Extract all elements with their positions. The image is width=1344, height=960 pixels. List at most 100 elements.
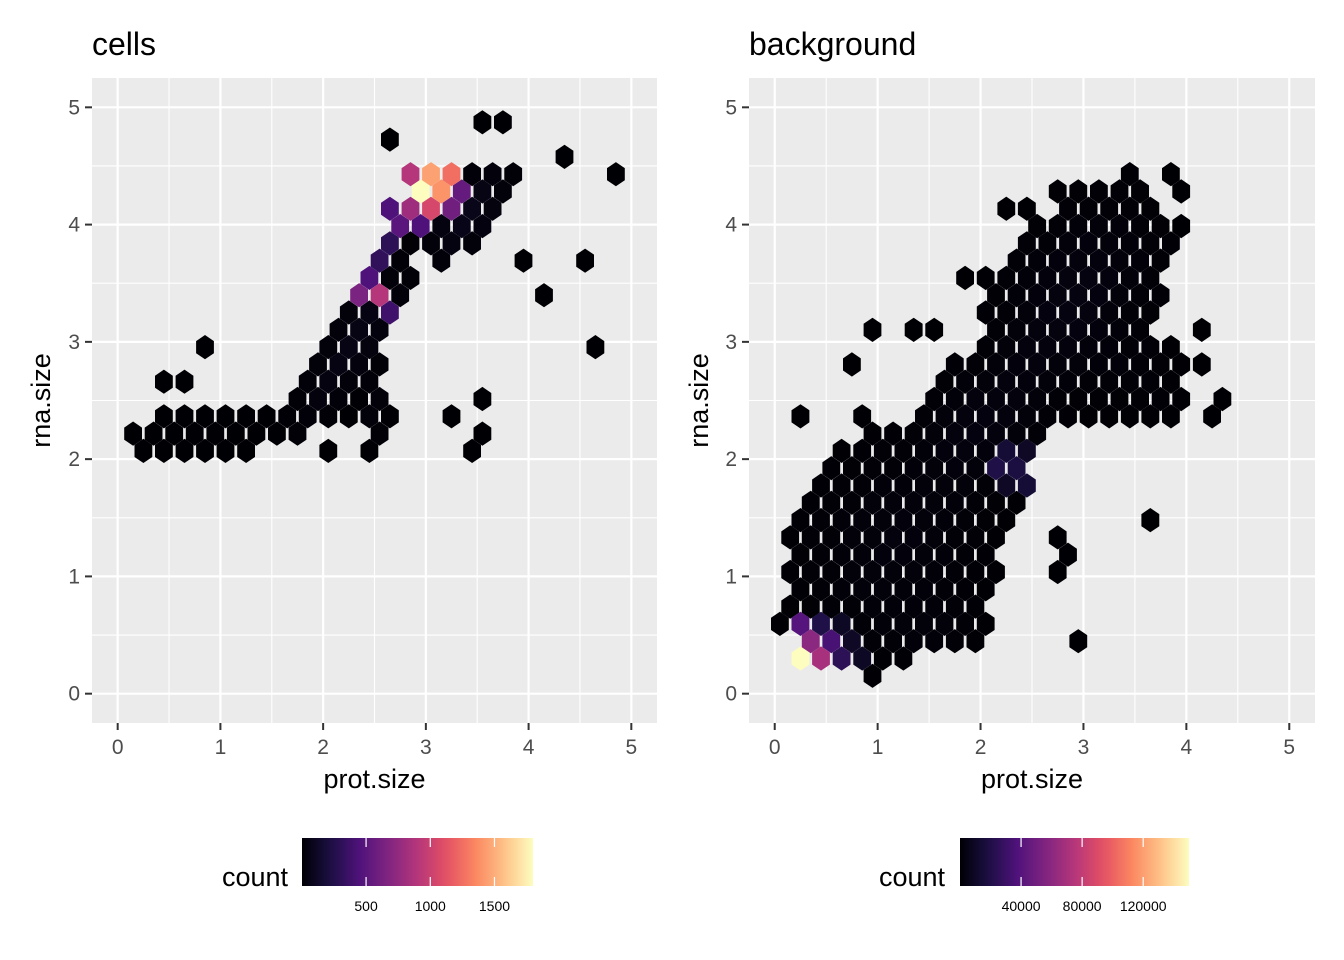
hex-bin [987,386,1005,412]
hex-bin [945,456,964,481]
hex-bin [1007,352,1026,377]
hex-bin [915,438,933,463]
hex-bin [381,265,399,290]
hex-bin [1007,317,1026,342]
hex-bin [832,577,851,602]
hex-bin [329,317,348,342]
legend-title: count [222,862,289,892]
hex-bin [863,594,882,619]
x-tick-label: 2 [317,736,329,759]
hex-bin [843,559,861,585]
hex-bin [1090,386,1108,412]
hex-bin [391,214,410,239]
y-tick-label: 1 [68,565,80,588]
hex-bin [1038,300,1057,325]
hex-bin [442,162,461,187]
legend-tick-label: 500 [354,898,378,914]
hex-bin [1038,231,1057,256]
hexbin-layer [124,110,625,463]
hex-bin [1100,300,1119,325]
hex-bin [1069,179,1088,204]
hex-bin [832,542,851,567]
hex-bin [915,404,933,429]
y-tick-label: 0 [68,683,80,706]
hex-bin [175,438,194,463]
hex-bin [801,594,820,619]
hex-bin [1017,438,1036,463]
hex-bin [1038,404,1057,429]
hex-bin [1100,404,1119,429]
hex-bin [863,490,882,515]
hex-bin [791,611,810,636]
axis-ticks: 0 1 2 3 4 5 0 1 2 3 4 5 [725,96,1295,759]
hex-bin [370,421,389,446]
hex-bin [987,456,1005,481]
hex-bin [1100,265,1119,291]
hex-bin [945,490,964,515]
hex-bin [987,352,1005,377]
hex-bin [391,283,410,308]
hex-bin [298,369,317,394]
hex-bin [1141,404,1160,429]
hex-bin [1100,335,1119,360]
hex-bin [411,179,430,204]
hex-bin [1120,369,1139,394]
hex-bin [812,577,830,602]
hex-bin [1151,283,1170,308]
hex-bin [1192,317,1211,342]
hex-bin [185,421,204,446]
hex-bin [956,473,974,498]
hex-bin [196,335,214,360]
hex-bin [1028,352,1047,377]
hex-bin [894,577,913,602]
hex-bin [956,265,974,291]
hex-bin [873,508,892,533]
hex-bin [894,646,913,671]
hex-bin [925,456,944,481]
hex-bin [791,542,810,567]
hex-bin [247,421,266,446]
hex-bin [853,577,872,602]
hex-bin [1079,196,1098,221]
hex-bin [1038,369,1057,394]
hex-bin [832,611,851,636]
hex-bin [391,248,410,273]
hex-bin [863,559,882,585]
hex-bin [873,646,892,671]
hex-bin [915,542,933,567]
hex-bin [925,317,944,342]
hex-bin [1110,283,1129,308]
hex-bin [873,577,892,602]
hex-bin [401,162,420,187]
hex-bin [401,196,420,221]
x-tick-label: 3 [420,736,432,759]
hex-bin [360,265,379,290]
hex-bin [432,214,451,239]
hex-bin [976,542,995,567]
hex-bin [945,352,964,377]
hex-bin [1017,265,1036,291]
hex-bin [1059,542,1077,567]
hex-bin [945,525,964,550]
hex-bin [966,525,985,550]
legend-tick-label: 1000 [415,898,446,914]
hex-bin [1048,283,1067,308]
hex-bin [863,421,882,446]
hex-bin [288,421,307,446]
hex-bin [853,542,872,567]
y-tick-label: 2 [725,448,737,471]
hex-bin [422,231,440,256]
hex-bin [1048,317,1067,342]
x-tick-label: 4 [523,736,535,759]
hex-bin [1162,404,1180,429]
hex-bin [381,404,399,429]
x-tick-label: 1 [872,736,884,759]
hex-bin [463,231,481,256]
hex-bin [1048,179,1067,204]
hex-bin [452,214,471,239]
hex-bin [339,369,358,394]
plot-title: cells [92,26,156,62]
hex-bin [124,421,142,446]
hex-bin [945,421,964,446]
